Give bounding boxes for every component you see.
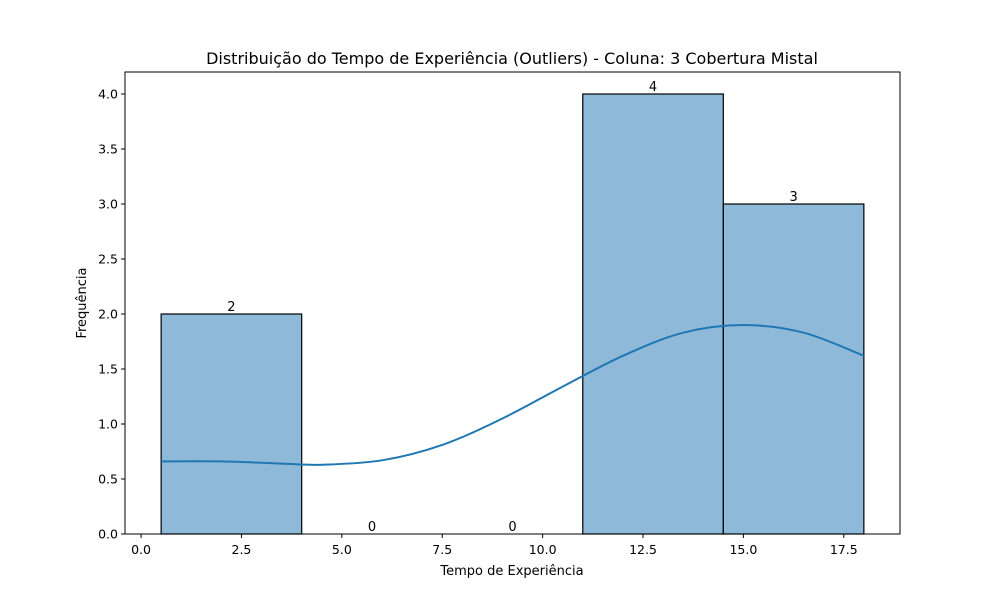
y-tick-label: 3.0 [98,197,118,212]
y-tick-label: 0.0 [98,527,118,542]
y-tick-label: 2.0 [98,307,118,322]
y-tick-label: 2.5 [98,252,118,267]
plot-frame [124,71,901,535]
bar-count-label: 2 [227,300,235,315]
y-tick-label: 1.5 [98,362,118,377]
histogram-bar [582,93,724,535]
x-tick-label: 0.0 [131,542,151,557]
chart-title: Distribuição do Tempo de Experiência (Ou… [206,49,818,68]
x-tick-label: 2.5 [232,542,252,557]
x-tick-label: 17.5 [830,542,858,557]
x-tick-label: 12.5 [629,542,657,557]
y-axis-label: Frequência [75,267,90,338]
x-tick-label: 5.0 [332,542,352,557]
bar-count-label: 0 [368,520,376,535]
plot-area: 2 0 0 4 3 0.0 2.5 5.0 7.5 10.0 12.5 15.0 17.5 0.0 0.5 1… [98,71,901,557]
x-tick-label: 7.5 [432,542,452,557]
x-tick-label: 10.0 [529,542,557,557]
histogram-bar [160,313,303,535]
x-tick-label: 15.0 [729,542,757,557]
kde-curve [161,323,865,466]
y-tick-label: 0.5 [98,472,118,487]
y-tick-label: 3.5 [98,142,118,157]
bar-count-label: 0 [508,520,516,535]
bar-count-label: 3 [789,190,797,205]
y-tick-label: 4.0 [98,87,118,102]
bar-count-label: 4 [649,80,657,95]
histogram-bar [722,203,865,535]
y-tick-label: 1.0 [98,417,118,432]
x-axis-label: Tempo de Experiência [439,564,583,579]
